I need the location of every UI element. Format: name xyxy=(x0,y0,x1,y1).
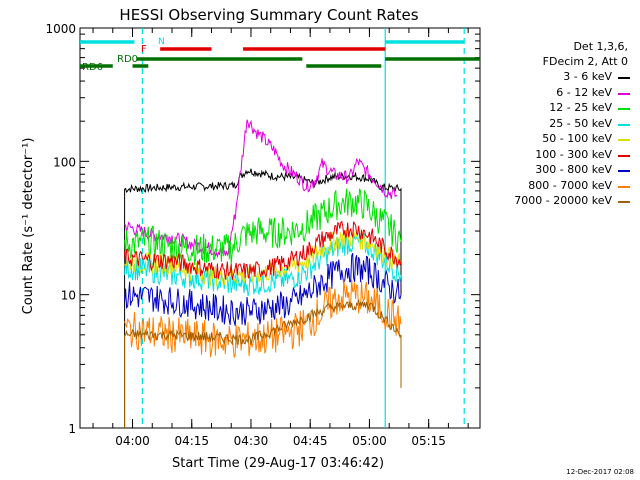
y-axis-label: Count Rate (s⁻¹ detector⁻¹) xyxy=(21,138,36,315)
y-tick-label: 1 xyxy=(68,422,76,436)
plot-area: 1 10 100 1000 04:00 04:15 04:30 04:45 05:00 05:15… xyxy=(45,22,481,448)
series-line-6to12keV xyxy=(124,119,398,259)
legend-item-label: 6 - 12 keV xyxy=(556,85,612,99)
legend-item: 800 - 7000 keV xyxy=(0,179,632,196)
legend-item: 12 - 25 keV xyxy=(0,101,632,118)
legend-swatch xyxy=(618,77,630,79)
legend-swatch xyxy=(618,139,630,141)
legend-swatch xyxy=(618,108,630,110)
x-tick-label: 04:30 xyxy=(234,434,269,448)
legend-swatch xyxy=(618,170,630,172)
legend-item: 3 - 6 keV xyxy=(0,70,632,87)
series-line-800to7000keV xyxy=(124,279,402,358)
x-tick-label: 05:00 xyxy=(352,434,387,448)
legend-swatch xyxy=(618,185,630,188)
legend-item-label: 800 - 7000 keV xyxy=(528,178,612,192)
plot-frame xyxy=(79,27,481,429)
x-tick-label: 05:15 xyxy=(411,434,446,448)
series-line-12to25keV xyxy=(124,188,402,265)
legend-header-decimation: FDecim 2, Att 0 xyxy=(542,55,628,68)
flag-label-rd0: RD0 xyxy=(117,54,138,65)
legend-item-label: 3 - 6 keV xyxy=(563,70,612,83)
chart-title: HESSI Observing Summary Count Rates xyxy=(119,6,418,24)
flag-label-n: N xyxy=(158,37,165,47)
legend-swatch xyxy=(618,201,630,203)
legend-item: 25 - 50 keV xyxy=(0,117,632,134)
x-axis-label: Start Time (29-Aug-17 03:46:42) xyxy=(172,456,384,471)
series-line-100to300keV xyxy=(124,220,402,281)
legend-item-label: 25 - 50 keV xyxy=(549,116,612,130)
y-tick-label: 100 xyxy=(53,155,76,169)
x-tick-label: 04:00 xyxy=(115,434,150,448)
series-line-7000to20000keV xyxy=(124,299,402,428)
legend-item: 100 - 300 keV xyxy=(0,148,632,165)
series-line-3to6keV xyxy=(124,168,402,428)
footer-timestamp: 12-Dec-2017 02:08 xyxy=(566,468,634,476)
legend-swatch xyxy=(618,123,630,126)
legend-item: 7000 - 20000 keV xyxy=(0,194,632,211)
legend-item: 6 - 12 keV xyxy=(0,86,632,103)
x-tick-label: 04:45 xyxy=(293,434,328,448)
y-tick-label: 10 xyxy=(61,289,76,303)
legend-item-label: 300 - 800 keV xyxy=(535,163,612,176)
series-line-300to800keV xyxy=(124,253,402,326)
flag-label-f: F xyxy=(141,44,147,55)
legend-item-label: 12 - 25 keV xyxy=(549,101,612,114)
series-line-50to100keV xyxy=(124,228,402,287)
legend-item-label: 7000 - 20000 keV xyxy=(514,194,612,207)
legend-item: 300 - 800 keV xyxy=(0,163,632,180)
legend-swatch xyxy=(618,92,630,95)
legend-header-detectors: Det 1,3,6, xyxy=(573,40,628,53)
legend-item-label: 50 - 100 keV xyxy=(542,132,612,145)
legend-item: 50 - 100 keV xyxy=(0,132,632,149)
legend-swatch xyxy=(618,154,630,157)
flag-label-rd6: RD6 xyxy=(82,62,103,73)
legend-item-label: 100 - 300 keV xyxy=(535,147,612,161)
y-tick-label: 1000 xyxy=(45,22,76,36)
x-tick-label: 04:15 xyxy=(174,434,209,448)
